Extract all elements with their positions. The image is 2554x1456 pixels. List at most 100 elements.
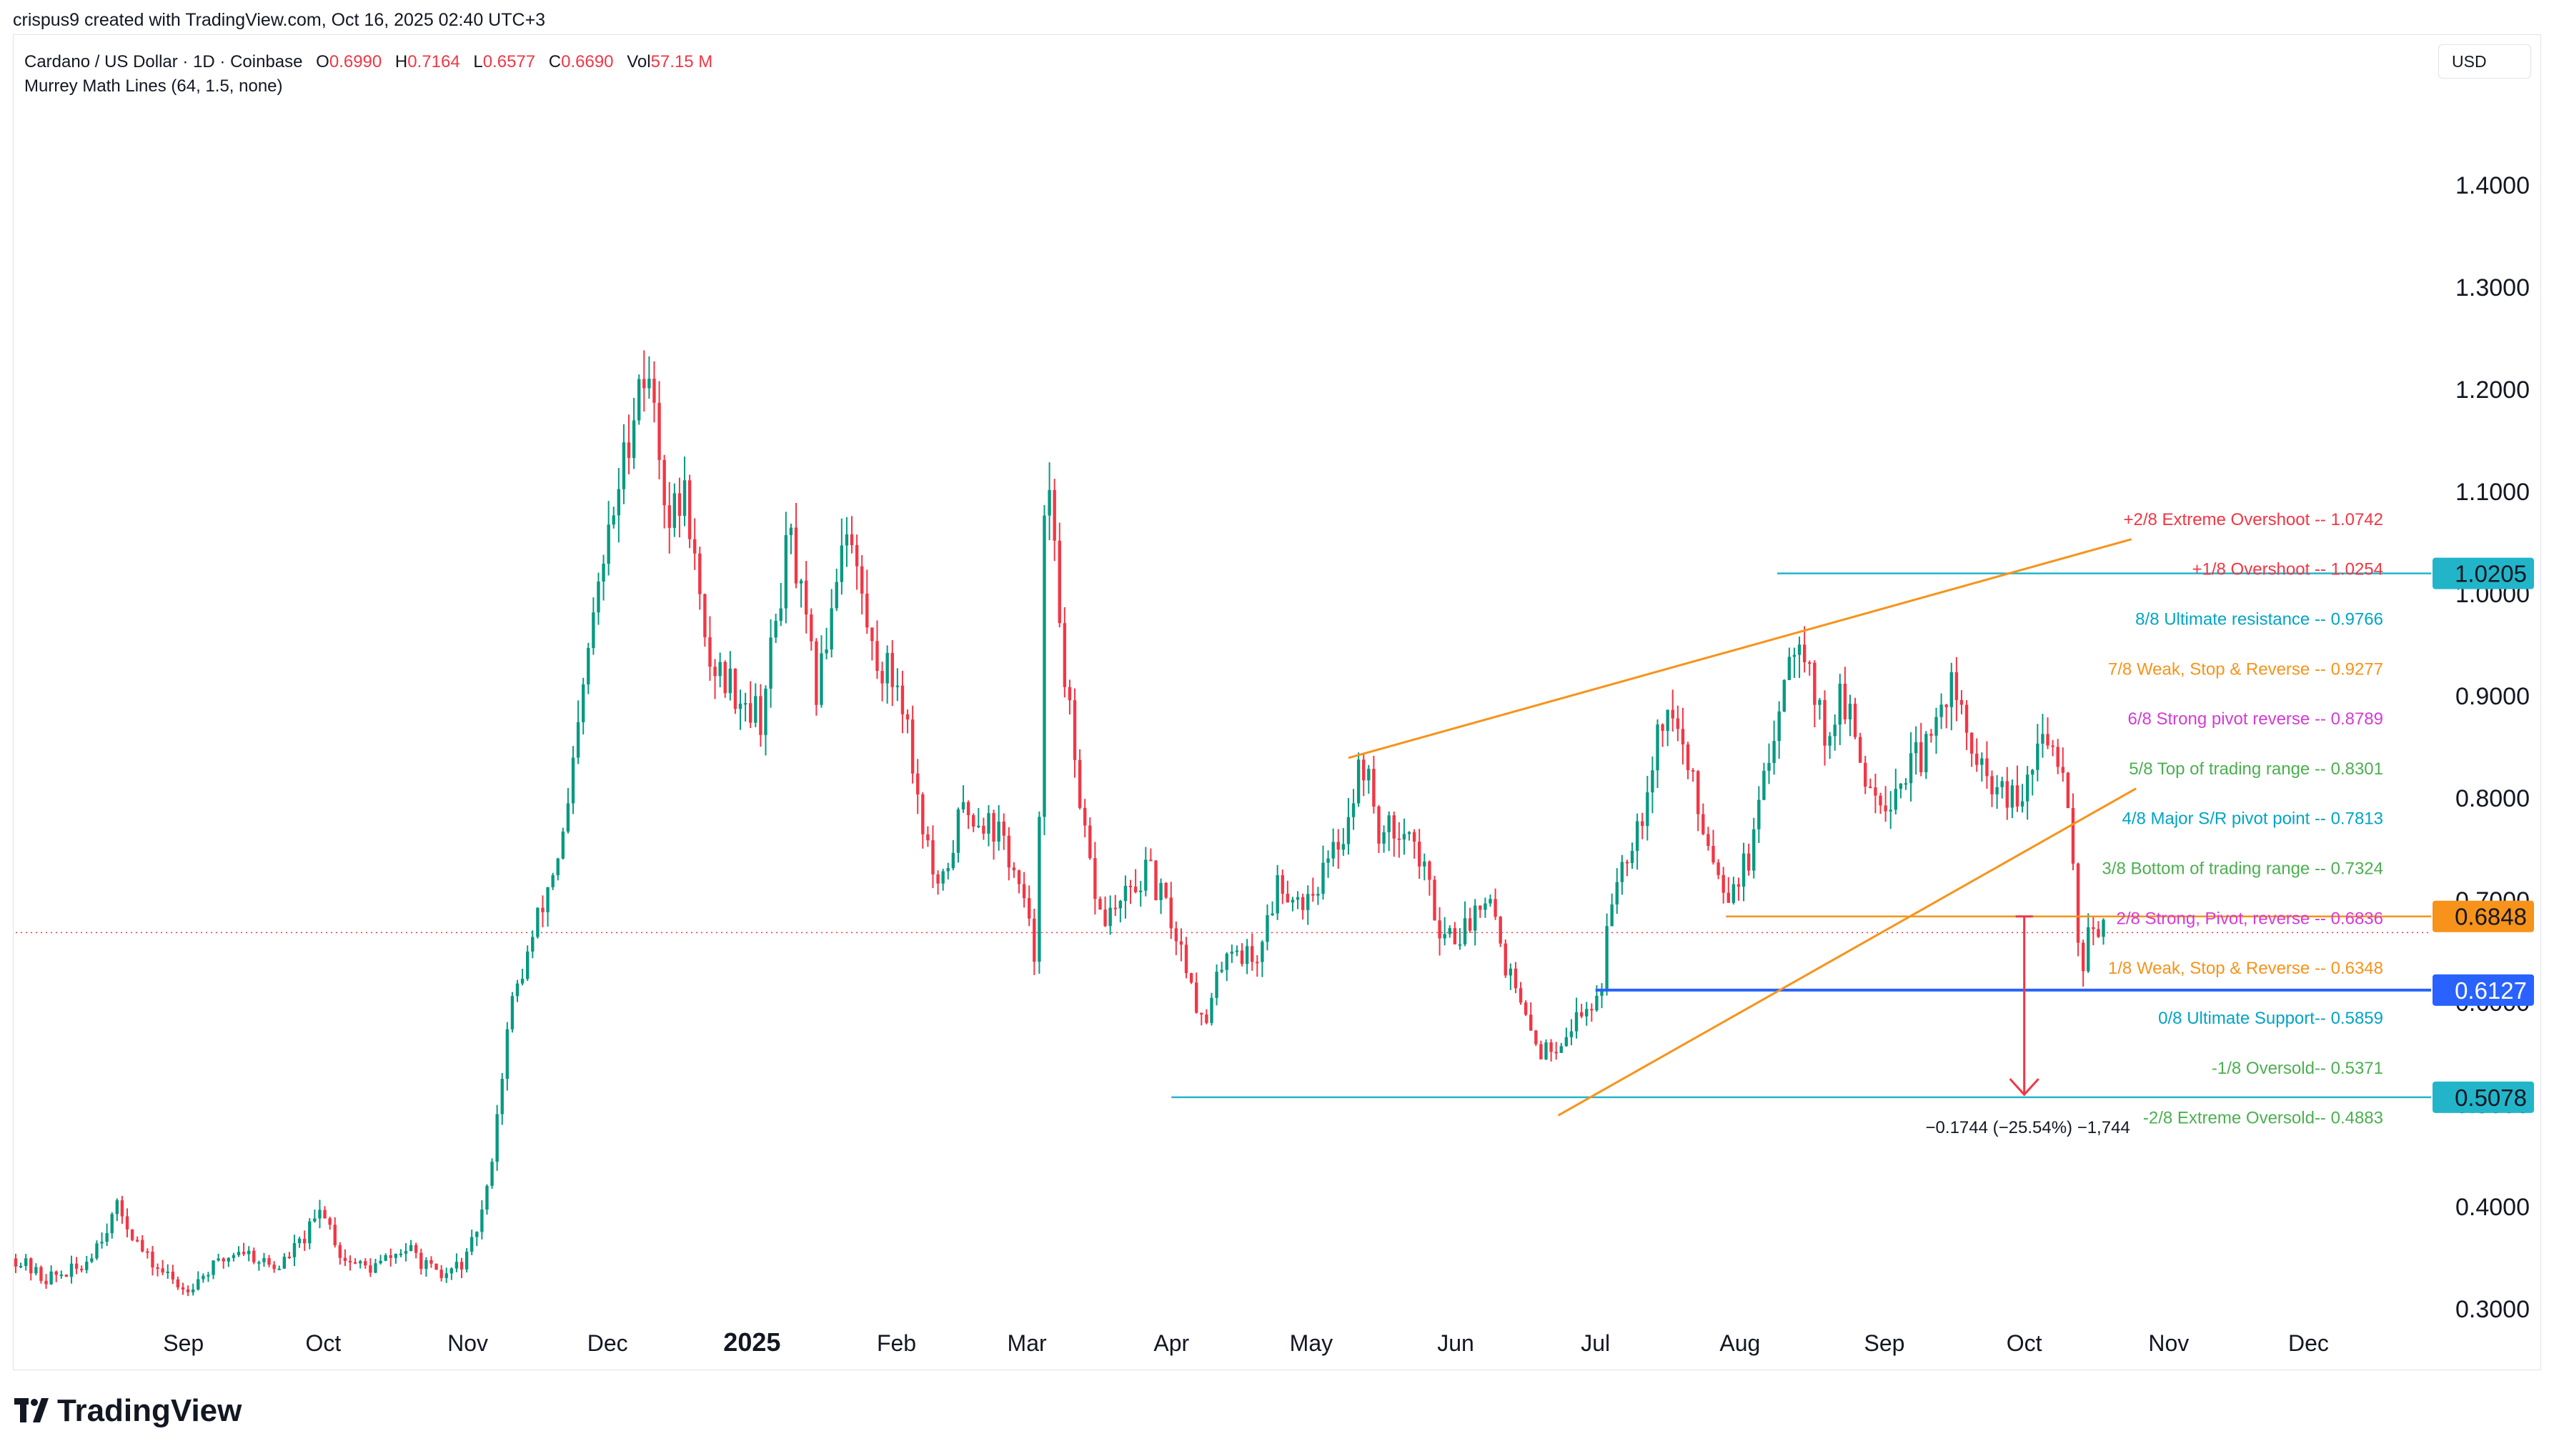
candle-body [961,802,965,809]
candle-body [1387,815,1391,832]
x-month-label: Sep [163,1330,204,1356]
candle-body [1676,718,1680,729]
candle-body [1595,995,1599,1011]
candle-body [480,1210,484,1232]
candle-body [1904,783,1908,785]
candle-body [1641,821,1644,827]
candle-body [287,1257,292,1259]
time-axis: Sep Oct Nov Dec 2025 Feb Mar Apr May Jun Jul Aug Sep… [163,1327,2329,1357]
candle-body [115,1200,119,1215]
x-month-label: Apr [1153,1330,1189,1356]
y-tick-label: 0.3000 [2455,1296,2530,1323]
candle-body [1630,850,1634,864]
candle-body [657,402,661,460]
wedge-lower-line [1557,787,2137,1117]
candle-body [1159,882,1163,900]
candle-body [1514,968,1518,989]
candle-body [212,1260,215,1275]
candle-body [632,420,636,459]
candle-body [1372,769,1376,807]
candle-body [333,1225,337,1245]
candle-body [946,868,950,872]
candle-body [222,1258,225,1262]
murrey-level-label: +1/8 Overshoot -- 1.0254 [2192,560,2384,579]
candle-body [815,641,818,705]
tradingview-logo-icon [14,1392,50,1430]
candle-body [1564,1037,1569,1047]
candle-body [805,580,808,615]
candle-body [1635,821,1639,851]
candle-body [1474,905,1477,931]
candle-body [855,545,859,567]
candle-body [1914,742,1918,754]
currency-selector[interactable]: USD [2438,44,2531,79]
candle-body [262,1258,266,1262]
candle-body [79,1268,84,1270]
y-tick-label: 1.1000 [2455,479,2530,506]
candle-body [794,527,798,584]
candle-body [151,1252,154,1267]
candle-body [379,1260,382,1264]
candle-body [1038,817,1041,962]
candle-body [921,794,925,834]
candle-body [515,983,520,997]
candle-body [1184,944,1188,974]
candle-body [597,582,600,613]
candle-body [490,1162,494,1186]
candle-body [120,1200,124,1217]
candle-body [1306,894,1310,910]
symbol-name[interactable]: Cardano / US Dollar · 1D · Coinbase [24,52,303,71]
candle-body [105,1233,109,1242]
candle-body [444,1273,448,1278]
candle-body [318,1210,322,1219]
x-month-label: Feb [877,1330,916,1356]
candle-body [1762,770,1766,800]
candle-body [1392,815,1396,839]
candle-body [399,1253,403,1255]
low-label: L [473,52,483,71]
candle-body [384,1255,387,1261]
candle-body [1843,684,1847,719]
candle-body [302,1238,307,1244]
y-tick-label: 0.9000 [2455,683,2530,710]
candle-body [404,1250,408,1254]
candle-body [1777,711,1781,742]
candle-body [1043,515,1046,817]
candle-body [1884,805,1887,812]
candle-body [1245,946,1249,964]
candle-body [1499,917,1502,944]
indicator-legend[interactable]: Murrey Math Lines (64, 1.5, none) [24,76,283,96]
candle-body [830,608,833,650]
candle-body [59,1275,64,1277]
candle-body [1133,886,1138,892]
candle-body [146,1251,149,1253]
candle-body [24,1258,28,1266]
candle-body [2081,942,2085,972]
candle-body [835,582,838,609]
candle-body [1569,1031,1574,1037]
candle-body [338,1245,342,1258]
candle-body [95,1243,99,1259]
candle-body [29,1258,33,1274]
candle-body [1949,672,1953,707]
candle-body [642,379,646,389]
price-badge [2433,1081,2534,1113]
candle-body [1311,894,1315,896]
drawing-overlays-front: −0.1744 (−25.54%) −1,744 [1171,538,2431,1137]
candle-body [1123,885,1128,902]
candle-body [627,442,631,459]
candle-body [2036,743,2039,770]
candle-body [1539,1044,1543,1059]
wedge-upper-line [1348,538,2132,759]
x-month-label: Oct [2007,1330,2042,1356]
candle-body [799,580,803,584]
candle-body [1402,834,1406,840]
candle-body [1934,717,1938,736]
x-month-label: Dec [587,1330,628,1356]
candle-body [2056,747,2059,767]
candle-body [1113,907,1117,909]
candle-body [1864,762,1867,787]
high-label: H [394,52,408,71]
candle-body [469,1237,474,1252]
